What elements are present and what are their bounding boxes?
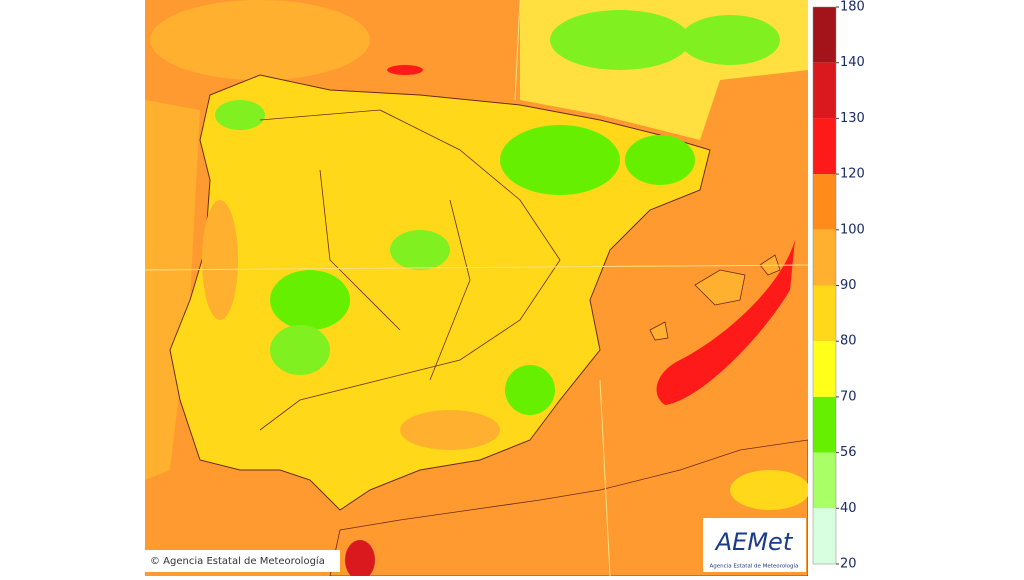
legend-label: 40 xyxy=(840,501,857,516)
orange-area xyxy=(400,410,500,450)
green-area xyxy=(215,100,265,130)
legend-label: 100 xyxy=(840,222,865,237)
graticule xyxy=(145,264,808,271)
copyright: © Agencia Estatal de Meteorología xyxy=(150,555,325,567)
legend-swatch xyxy=(813,118,836,175)
green-area xyxy=(550,10,690,70)
legend-swatch xyxy=(813,341,836,397)
graticule xyxy=(514,0,521,101)
green-area xyxy=(625,135,695,185)
legend-swatch xyxy=(813,452,836,509)
island xyxy=(649,321,669,341)
copyright-box xyxy=(145,550,340,572)
island xyxy=(694,269,746,306)
legend-label: 90 xyxy=(840,278,857,293)
green-area xyxy=(270,325,330,375)
legend-label: 20 xyxy=(840,557,857,572)
legend-label: 180 xyxy=(840,0,865,15)
borders xyxy=(259,109,561,431)
red-area xyxy=(656,240,795,405)
green-area xyxy=(680,15,780,65)
legend-label: 120 xyxy=(840,167,865,182)
orange-area xyxy=(145,100,200,480)
legend: 180 140 130 120 100 90 80 70 56 40 20 xyxy=(812,0,865,572)
green-area xyxy=(505,365,555,415)
map xyxy=(145,0,808,576)
legend-label: 70 xyxy=(840,389,857,404)
africa xyxy=(329,439,808,576)
legend-swatch xyxy=(813,7,836,63)
legend-swatch xyxy=(813,508,836,564)
yellow-area xyxy=(730,470,808,510)
legend-label: 56 xyxy=(840,445,857,460)
red-area xyxy=(387,65,423,75)
legend-swatch xyxy=(813,285,836,342)
orange-area xyxy=(150,0,370,80)
graticule xyxy=(599,379,611,576)
green-area xyxy=(270,270,350,330)
legend-swatch xyxy=(813,62,836,119)
legend-label: 80 xyxy=(840,334,857,349)
logo-box xyxy=(703,518,806,572)
legend-label: 140 xyxy=(840,55,865,70)
legend-swatch xyxy=(813,174,836,230)
legend-swatch xyxy=(813,229,836,286)
green-area xyxy=(500,125,620,195)
legend-label: 130 xyxy=(840,111,865,126)
logo-subtitle: Agencia Estatal de Meteorología xyxy=(710,563,799,570)
red-area xyxy=(345,540,375,576)
logo: AEMet xyxy=(714,528,794,556)
orange-area xyxy=(202,200,238,320)
green-area xyxy=(390,230,450,270)
legend-swatch xyxy=(813,396,836,453)
